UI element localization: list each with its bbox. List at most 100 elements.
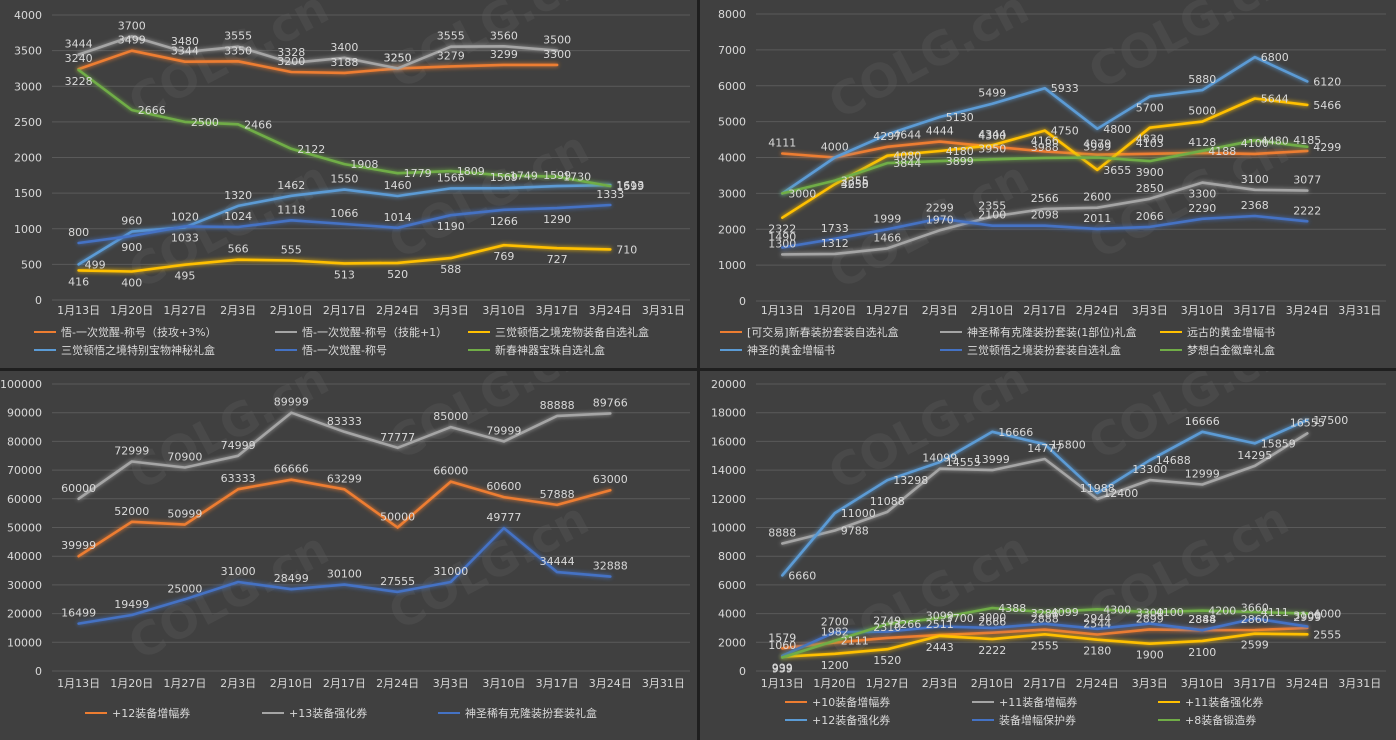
legend-item: 悟-一次觉醒-称号（技能+1）: [275, 326, 447, 340]
y-tick-label: 7000: [718, 44, 746, 57]
data-label: 14688: [1156, 454, 1191, 467]
data-label: 2500: [191, 116, 219, 129]
data-label: 1999: [873, 212, 901, 225]
series-line-2: [77, 243, 612, 273]
data-label: 1613: [616, 179, 644, 192]
x-tick-label: 2月24日: [376, 677, 419, 690]
data-label: 1579: [768, 631, 796, 644]
data-label: 2368: [1241, 199, 1269, 212]
legend-swatch: [468, 349, 490, 351]
data-label: 769: [493, 250, 514, 263]
data-label: 57888: [540, 488, 575, 501]
data-label: 1060: [768, 639, 796, 652]
data-label: 1024: [224, 210, 252, 223]
x-tick-label: 3月17日: [536, 304, 579, 317]
x-tick-label: 2月3日: [220, 677, 256, 690]
legend-item: 梦想白金徽章礼盒: [1160, 344, 1275, 358]
data-label: 4080: [893, 150, 921, 163]
data-label: 4297: [873, 130, 901, 143]
y-tick-label: 6000: [718, 80, 746, 93]
legend-swatch: [34, 331, 56, 333]
data-label: 2322: [768, 223, 796, 236]
y-tick-label: 10000: [711, 522, 746, 535]
x-tick-label: 3月3日: [1132, 304, 1168, 317]
data-label: 2290: [1188, 202, 1216, 215]
legend-label: 新春神器宝珠自选礼盒: [495, 344, 605, 357]
data-label: 14555: [946, 456, 981, 469]
legend-item: 三觉顿悟之境特别宝物神秘礼盒: [34, 344, 215, 358]
data-label: 89766: [593, 396, 628, 409]
data-label: 2666: [138, 104, 166, 117]
legend-item: +10装备增幅券: [785, 696, 890, 710]
legend-label: +10装备增幅券: [812, 696, 891, 709]
x-tick-label: 2月10日: [270, 304, 313, 317]
x-tick-label: 2月17日: [323, 677, 366, 690]
x-tick-label: 1月27日: [866, 304, 909, 317]
chart-panel-top-left: COLG.cn COLG.cn COLG.cn COLG.cn 0 500 1000 1500…: [0, 0, 697, 368]
legend-swatch: [468, 331, 490, 333]
data-label: 1462: [277, 179, 305, 192]
data-label: 30100: [327, 568, 362, 581]
data-label: 2600: [1083, 191, 1111, 204]
x-tick-label: 2月3日: [922, 677, 958, 690]
data-label: 3350: [224, 44, 252, 57]
data-label: 5130: [946, 111, 974, 124]
data-label: 4200: [1208, 605, 1236, 618]
data-label: 3300: [543, 48, 571, 61]
data-label: 4800: [1103, 123, 1131, 136]
data-label: 50000: [380, 511, 415, 524]
data-label: 3100: [1241, 173, 1269, 186]
series-line-4: [781, 617, 1309, 658]
data-label: 17500: [1313, 414, 1348, 427]
x-tick-label: 2月10日: [971, 304, 1014, 317]
data-label: 3355: [841, 175, 869, 188]
legend-label: 三觉顿悟之境装扮套装自选礼盒: [967, 344, 1121, 357]
data-label: 2844: [1188, 613, 1216, 626]
legend-swatch: [1158, 719, 1180, 721]
data-label: 2555: [1031, 639, 1059, 652]
x-tick-label: 3月17日: [1233, 677, 1276, 690]
y-tick-label: 2000: [718, 223, 746, 236]
series-line-0: [77, 478, 612, 558]
data-label: 6120: [1313, 75, 1341, 88]
y-tick-label: 6000: [718, 579, 746, 592]
series-line-2: [77, 526, 612, 625]
data-label: 4111: [768, 137, 796, 150]
series-line-3: [781, 55, 1309, 195]
legend-swatch: [720, 331, 742, 333]
data-label: 3266: [893, 618, 921, 631]
data-label: 4185: [1293, 134, 1321, 147]
y-tick-label: 2500: [14, 116, 42, 129]
x-tick-label: 3月10日: [1181, 677, 1224, 690]
data-label: 1970: [926, 213, 954, 226]
y-tick-label: 30000: [7, 579, 42, 592]
data-label: 39999: [61, 539, 96, 552]
data-label: 2355: [978, 200, 1006, 213]
series-line-2: [781, 97, 1309, 219]
y-tick-label: 3500: [14, 45, 42, 58]
legend-label: 远古的黄金增幅书: [1187, 326, 1275, 339]
data-label: 63000: [593, 473, 628, 486]
data-label: 1118: [277, 203, 305, 216]
data-label: 3240: [65, 52, 93, 65]
series-line-0: [781, 140, 1309, 159]
data-label: 5000: [1188, 105, 1216, 118]
data-label: 19499: [114, 598, 149, 611]
data-label: 2111: [841, 635, 869, 648]
legend-item: [可交易]新春装扮套装自选礼盒: [720, 326, 899, 340]
data-label: 66000: [433, 465, 468, 478]
data-label: 4128: [1188, 136, 1216, 149]
data-label: 2310: [873, 621, 901, 634]
legend-swatch: [785, 719, 807, 721]
data-label: 3988: [1031, 141, 1059, 154]
data-label: 2466: [244, 118, 272, 131]
data-label: 1200: [821, 659, 849, 672]
data-label: 3300: [1136, 607, 1164, 620]
data-label: 13300: [1132, 463, 1167, 476]
legend-label: 悟-一次觉醒-称号: [302, 344, 387, 357]
data-label: 566: [228, 243, 249, 256]
data-label: 3560: [490, 29, 518, 42]
data-label: 88888: [540, 399, 575, 412]
y-tick-label: 60000: [7, 493, 42, 506]
data-label: 900: [121, 241, 142, 254]
